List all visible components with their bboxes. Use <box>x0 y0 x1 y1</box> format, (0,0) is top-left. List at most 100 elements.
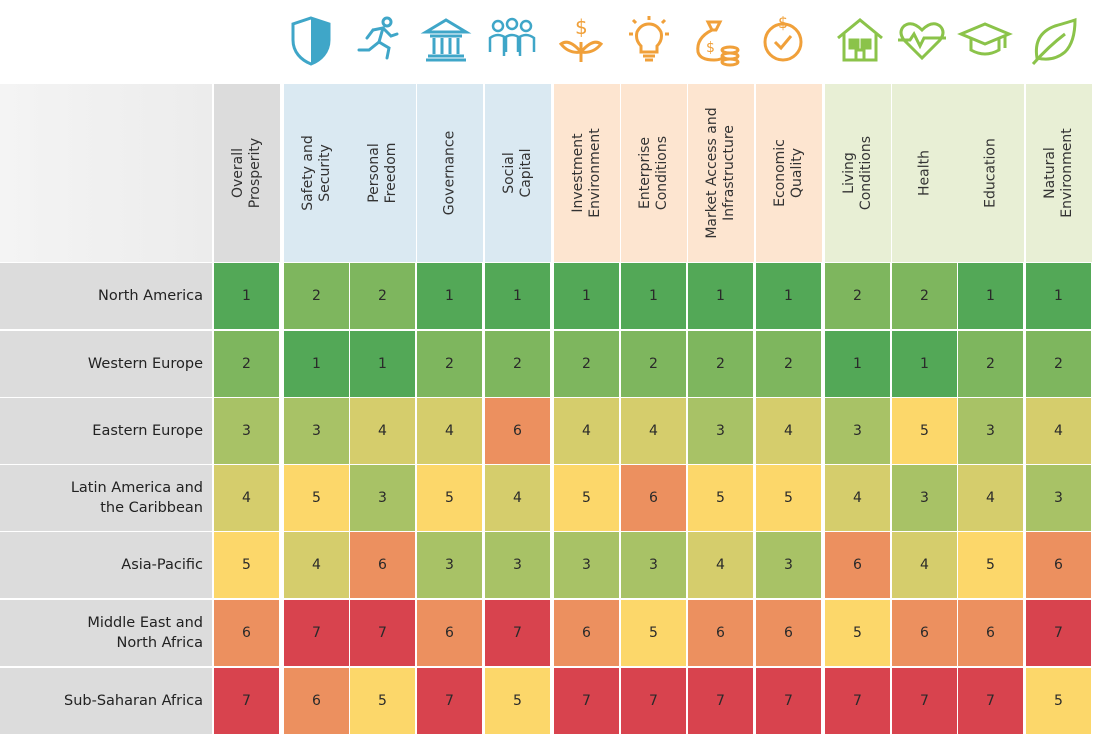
heatmap-cell: 7 <box>892 668 957 734</box>
heatmap-cell: 5 <box>892 398 957 464</box>
heatmap-cell: 3 <box>485 532 550 598</box>
heatmap-cell: 1 <box>350 331 415 397</box>
heatmap-cell: 6 <box>756 600 821 666</box>
heatmap-cell: 4 <box>688 532 753 598</box>
heatmap-cell: 6 <box>417 600 482 666</box>
row-label: Middle East and North Africa <box>0 600 212 666</box>
heatmap-cell: 2 <box>958 331 1023 397</box>
column-header-label: Education <box>982 138 999 208</box>
leaf-icon <box>1025 12 1081 68</box>
heatmap-cell: 5 <box>350 668 415 734</box>
heatmap-cell: 7 <box>1026 600 1091 666</box>
heatmap-cell: 4 <box>554 398 619 464</box>
heatmap-cell: 3 <box>688 398 753 464</box>
heatmap-cell: 4 <box>756 398 821 464</box>
heatmap-cell: 6 <box>350 532 415 598</box>
column-header: Governance <box>417 84 483 262</box>
row-label: North America <box>0 263 212 329</box>
heatmap-cell: 7 <box>554 668 619 734</box>
heatmap-cell: 2 <box>485 331 550 397</box>
heatmap-cell: 6 <box>1026 532 1091 598</box>
svg-text:$: $ <box>706 40 715 56</box>
government-building-icon <box>418 12 474 68</box>
heatmap-cell: 6 <box>958 600 1023 666</box>
heatmap-cell: 4 <box>621 398 686 464</box>
heatmap-cell: 5 <box>756 465 821 531</box>
heatmap-cell: 2 <box>892 263 957 329</box>
column-header: Overall Prosperity <box>214 84 280 262</box>
heatmap-cell: 3 <box>756 532 821 598</box>
column-header-label: Safety and Security <box>300 135 333 211</box>
heatmap-cell: 7 <box>284 600 349 666</box>
column-header-label: Investment Environment <box>570 128 603 218</box>
heatmap-cell: 1 <box>756 263 821 329</box>
heatmap-cell: 4 <box>958 465 1023 531</box>
heatmap-cell: 7 <box>621 668 686 734</box>
heatmap-cell: 5 <box>485 668 550 734</box>
column-header-label: Natural Environment <box>1042 128 1075 218</box>
heatmap-cell: 3 <box>214 398 279 464</box>
money-bag-coins-icon: $ <box>686 12 742 68</box>
running-person-icon <box>349 12 405 68</box>
heatmap-cell: 2 <box>284 263 349 329</box>
column-header: Health <box>892 84 958 262</box>
heatmap-cell: 3 <box>958 398 1023 464</box>
heatmap-cell: 1 <box>621 263 686 329</box>
heatmap-cell: 3 <box>892 465 957 531</box>
heatmap-cell: 2 <box>554 331 619 397</box>
background-strip <box>0 84 212 262</box>
heatmap-cell: 3 <box>284 398 349 464</box>
column-header: Social Capital <box>485 84 551 262</box>
column-header: Safety and Security <box>284 84 350 262</box>
heatmap-cell: 2 <box>688 331 753 397</box>
heatmap-cell: 4 <box>417 398 482 464</box>
column-header: Natural Environment <box>1026 84 1092 262</box>
heatmap-cell: 4 <box>1026 398 1091 464</box>
column-header-label: Social Capital <box>501 148 534 198</box>
heatmap-cell: 4 <box>892 532 957 598</box>
row-label-text: Western Europe <box>87 356 203 372</box>
heatmap-cell: 5 <box>688 465 753 531</box>
heatmap-cell: 1 <box>485 263 550 329</box>
lightbulb-icon <box>621 12 677 68</box>
shield-icon <box>283 12 339 68</box>
heatmap-cell: 7 <box>688 668 753 734</box>
heatmap-cell: 4 <box>825 465 890 531</box>
row-label: Sub-Saharan Africa <box>0 668 212 734</box>
heatmap-cell: 1 <box>284 331 349 397</box>
row-label-text: Middle East and North Africa <box>87 615 203 651</box>
heatmap-cell: 1 <box>214 263 279 329</box>
row-label: Latin America and the Caribbean <box>0 465 212 531</box>
heatmap-cell: 6 <box>688 600 753 666</box>
heatmap-cell: 5 <box>284 465 349 531</box>
heatmap-cell: 7 <box>756 668 821 734</box>
heatmap-cell: 1 <box>1026 263 1091 329</box>
heatmap-cell: 4 <box>485 465 550 531</box>
column-header-label: Personal Freedom <box>366 142 399 204</box>
heatmap-cell: 7 <box>825 668 890 734</box>
heatmap-cell: 1 <box>417 263 482 329</box>
column-header: Economic Quality <box>756 84 822 262</box>
money-plant-icon: $ <box>553 12 609 68</box>
heatmap-cell: 1 <box>688 263 753 329</box>
heatmap-cell: 5 <box>1026 668 1091 734</box>
row-label: Asia-Pacific <box>0 532 212 598</box>
row-label-text: Sub-Saharan Africa <box>64 693 203 709</box>
people-group-icon <box>484 12 540 68</box>
heatmap-cell: 2 <box>825 263 890 329</box>
heatmap-cell: 2 <box>350 263 415 329</box>
row-label: Eastern Europe <box>0 398 212 464</box>
heatmap-cell: 3 <box>554 532 619 598</box>
heatmap-cell: 3 <box>621 532 686 598</box>
heatmap-cell: 2 <box>756 331 821 397</box>
heatmap-cell: 4 <box>214 465 279 531</box>
heatmap-cell: 1 <box>554 263 619 329</box>
heatmap-cell: 3 <box>1026 465 1091 531</box>
heatmap-cell: 6 <box>485 398 550 464</box>
heatmap-cell: 5 <box>417 465 482 531</box>
graduation-cap-icon <box>957 12 1013 68</box>
column-header-label: Overall Prosperity <box>230 137 263 209</box>
heatmap-cell: 7 <box>350 600 415 666</box>
heart-pulse-icon <box>894 12 950 68</box>
